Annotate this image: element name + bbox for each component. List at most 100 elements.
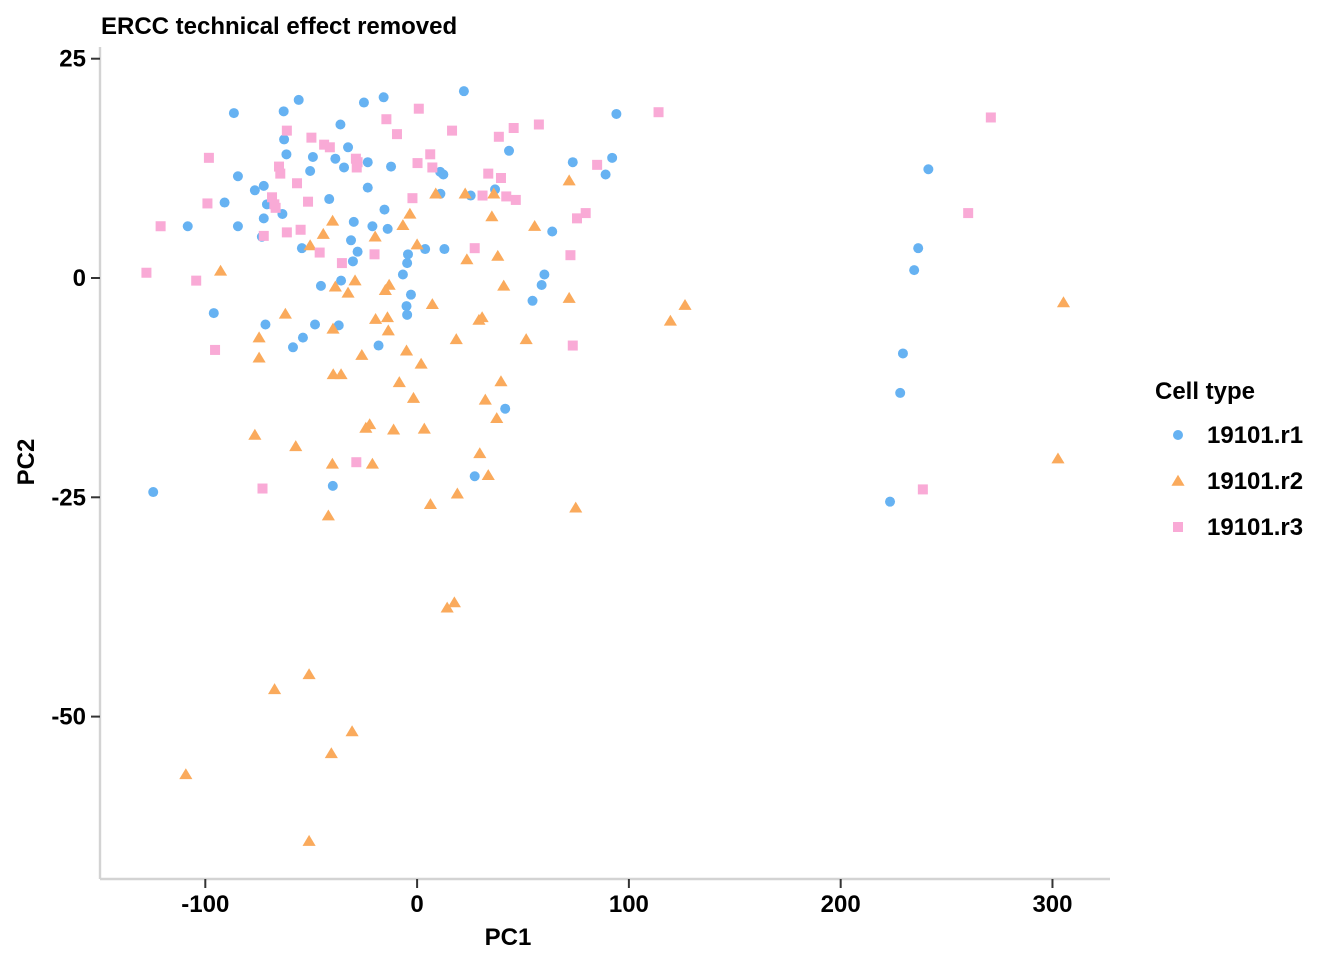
point-19101.r1-6	[232, 221, 243, 232]
point-19101.r2-58	[490, 412, 504, 424]
point-19101.r1-68	[600, 169, 611, 180]
point-19101.r3-0	[141, 267, 152, 278]
point-19101.r2-50	[460, 253, 474, 265]
point-19101.r3-24	[351, 457, 362, 468]
point-19101.r1-16	[281, 149, 292, 160]
point-19101.r2-3	[252, 331, 266, 343]
point-19101.r1-29	[335, 119, 346, 130]
point-19101.r1-9	[258, 180, 269, 191]
point-19101.r1-19	[296, 243, 307, 254]
point-19101.r1-74	[909, 265, 920, 276]
point-19101.r1-44	[382, 223, 393, 234]
point-19101.r2-41	[417, 422, 431, 434]
point-19101.r1-50	[402, 258, 413, 269]
point-19101.r1-4	[228, 108, 239, 119]
point-19101.r1-28	[333, 320, 344, 331]
point-19101.r3-4	[203, 152, 214, 163]
point-19101.r1-63	[527, 295, 538, 306]
point-19101.r2-31	[381, 324, 395, 336]
point-19101.r2-18	[328, 280, 342, 292]
point-19101.r3-50	[653, 107, 664, 118]
point-19101.r3-49	[592, 159, 603, 170]
x-tick-label: 300	[1032, 891, 1072, 918]
point-19101.r2-39	[410, 238, 424, 250]
point-19101.r1-5	[232, 171, 243, 182]
legend-label-19101.r1: 19101.r1	[1207, 422, 1303, 449]
point-19101.r3-2	[191, 275, 202, 286]
point-19101.r1-43	[379, 204, 390, 215]
point-19101.r2-42	[423, 498, 438, 510]
point-19101.r1-22	[307, 151, 318, 162]
point-19101.r2-16	[326, 322, 340, 334]
point-19101.r2-12	[321, 509, 335, 521]
point-19101.r3-45	[565, 250, 576, 261]
point-19101.r2-21	[345, 725, 359, 737]
point-19101.r3-10	[270, 202, 281, 213]
point-19101.r3-8	[267, 192, 278, 203]
point-19101.r2-9	[302, 834, 316, 846]
point-19101.r2-36	[399, 344, 414, 356]
point-19101.r3-53	[985, 112, 996, 123]
point-19101.r3-52	[963, 208, 974, 219]
point-19101.r2-22	[348, 274, 362, 286]
point-19101.r3-19	[314, 247, 325, 258]
point-19101.r2-47	[449, 333, 463, 345]
point-19101.r1-14	[278, 106, 289, 117]
point-19101.r2-28	[369, 312, 383, 324]
point-19101.r1-37	[358, 97, 369, 108]
legend-label-19101.r2: 19101.r2	[1207, 468, 1303, 495]
point-19101.r2-0	[179, 768, 193, 780]
point-19101.r1-71	[885, 496, 896, 507]
point-19101.r2-54	[478, 393, 492, 405]
point-19101.r3-34	[427, 162, 438, 173]
point-19101.r2-11	[316, 227, 330, 239]
point-19101.r2-60	[494, 375, 508, 387]
point-19101.r1-35	[348, 216, 359, 227]
x-axis-ticks: -100 0 100 200 300	[181, 879, 1072, 918]
point-19101.r2-14	[325, 457, 339, 469]
point-19101.r3-37	[477, 190, 488, 201]
point-19101.r3-30	[407, 193, 418, 204]
point-19101.r3-3	[202, 198, 213, 209]
point-19101.r2-62	[519, 333, 533, 345]
point-19101.r3-12	[275, 168, 286, 179]
point-19101.r1-3	[219, 197, 230, 208]
point-19101.r3-36	[469, 243, 480, 254]
point-19101.r1-48	[402, 309, 413, 320]
y-tick-label: 0	[73, 265, 86, 292]
point-19101.r3-17	[303, 196, 314, 207]
point-19101.r3-25	[351, 162, 362, 173]
point-19101.r1-42	[378, 92, 389, 103]
point-19101.r2-56	[485, 210, 499, 222]
point-19101.r1-34	[347, 256, 358, 267]
point-19101.r2-65	[562, 291, 576, 303]
point-19101.r3-16	[295, 224, 306, 235]
point-19101.r3-18	[306, 132, 317, 143]
point-19101.r1-76	[923, 164, 934, 175]
point-19101.r3-41	[501, 191, 512, 202]
point-19101.r2-34	[392, 376, 406, 388]
point-19101.r2-46	[447, 596, 461, 608]
point-19101.r1-0	[148, 487, 159, 498]
point-19101.r2-10	[303, 239, 317, 251]
point-19101.r1-1	[182, 221, 193, 232]
point-19101.r3-32	[413, 103, 424, 114]
series-19101.r3	[141, 103, 996, 495]
point-19101.r1-62	[504, 145, 515, 156]
point-19101.r3-38	[483, 168, 494, 179]
point-19101.r3-13	[281, 227, 292, 238]
point-19101.r1-18	[293, 94, 304, 105]
point-19101.r2-20	[341, 286, 355, 298]
point-19101.r3-42	[508, 122, 519, 133]
point-19101.r3-35	[447, 125, 458, 136]
point-19101.r3-20	[319, 139, 330, 150]
point-19101.r3-47	[572, 213, 583, 224]
point-19101.r2-27	[368, 230, 382, 242]
point-19101.r2-57	[487, 187, 501, 199]
point-19101.r2-67	[663, 314, 677, 326]
point-19101.r3-28	[381, 114, 392, 125]
point-19101.r2-63	[528, 219, 542, 231]
point-19101.r2-30	[380, 311, 395, 323]
legend-items: 19101.r1 19101.r2 19101.r3	[1171, 422, 1303, 541]
